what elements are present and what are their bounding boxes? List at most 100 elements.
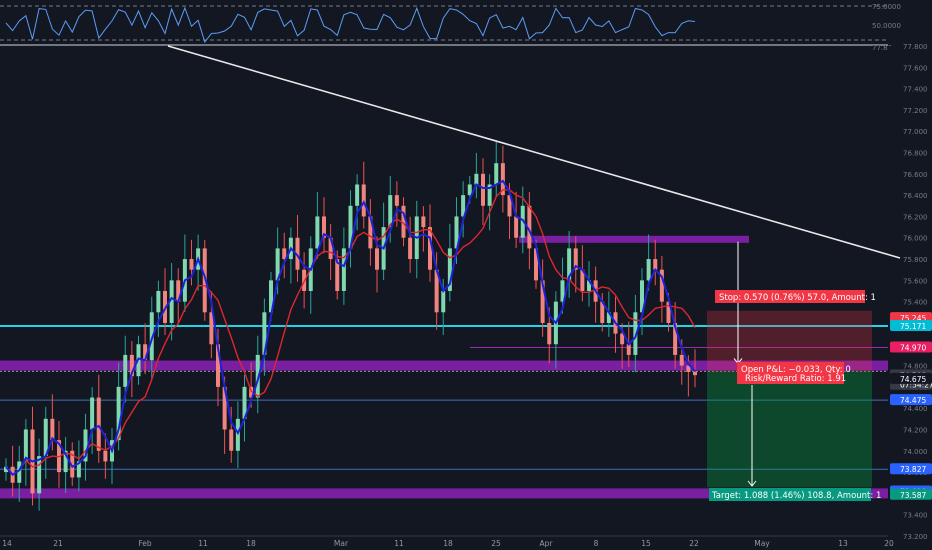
candle-body bbox=[467, 184, 472, 196]
candle-body bbox=[341, 248, 346, 291]
candle-body bbox=[23, 429, 28, 462]
candle-body bbox=[37, 456, 42, 494]
candle-body bbox=[580, 269, 585, 291]
time-tick-label: 14 bbox=[2, 539, 12, 548]
candle-body bbox=[500, 163, 505, 196]
pnl-label-box bbox=[737, 362, 844, 384]
candle-body bbox=[315, 216, 320, 249]
time-tick-label: Apr bbox=[540, 539, 554, 548]
time-tick-label: 8 bbox=[594, 539, 599, 548]
candle-body bbox=[43, 418, 48, 457]
price-label: 73.827 bbox=[900, 465, 926, 474]
candle-body bbox=[606, 312, 611, 323]
price-label-box bbox=[890, 488, 932, 500]
candle-body bbox=[348, 205, 353, 249]
candle-body bbox=[96, 397, 101, 451]
candle-body bbox=[295, 237, 300, 270]
candle-body bbox=[626, 344, 631, 355]
price-label-box bbox=[890, 372, 932, 384]
candle-body bbox=[129, 354, 134, 377]
candle-body bbox=[242, 386, 247, 419]
candle-body bbox=[447, 248, 452, 291]
time-tick-label: May bbox=[754, 539, 770, 548]
bottom-support-zone bbox=[0, 488, 888, 499]
candle-body bbox=[659, 269, 664, 302]
rsi-panel: 75.0000 50.0000 77.80.. bbox=[0, 0, 901, 52]
time-tick-label: Mar bbox=[334, 539, 349, 548]
target-label-box bbox=[709, 488, 871, 501]
time-tick-label: 21 bbox=[53, 539, 63, 548]
candle-body bbox=[17, 461, 22, 483]
candle-body bbox=[666, 301, 671, 323]
time-tick-label: 18 bbox=[443, 539, 453, 548]
candle-body bbox=[282, 248, 287, 260]
time-axis[interactable]: 14 21 Feb 11 18 Mar 11 18 25 Apr 8 15 22 May 13 20 bbox=[0, 535, 894, 548]
price-tick-label: 77.200 bbox=[903, 107, 928, 115]
candle-body bbox=[421, 216, 426, 228]
candle-body bbox=[527, 205, 532, 249]
price-tick-label: 76.200 bbox=[903, 213, 928, 221]
candle-body bbox=[693, 371, 697, 376]
candle-body bbox=[408, 237, 413, 260]
candle-body bbox=[679, 354, 684, 366]
pnl-label: Open P&L: −0.033, Qty: 0 bbox=[741, 365, 851, 375]
candle-body bbox=[90, 397, 95, 430]
candle-body bbox=[143, 344, 148, 361]
candle-body bbox=[275, 248, 280, 281]
price-label: 74.675 bbox=[900, 375, 926, 384]
candle-body bbox=[600, 301, 605, 323]
rsi-line bbox=[5, 6, 696, 44]
rr-label: Risk/Reward Ratio: 1.91 bbox=[745, 374, 846, 384]
time-tick-label: 25 bbox=[491, 539, 501, 548]
price-label: 73.587 bbox=[900, 491, 926, 500]
price-tick-label: 75.800 bbox=[903, 256, 928, 264]
candle-body bbox=[633, 312, 638, 355]
candle-body bbox=[176, 280, 181, 302]
price-labels: 75.24575.17174.97074.70807:54:2774.67574… bbox=[890, 312, 932, 500]
candle-body bbox=[209, 312, 214, 345]
candle-body bbox=[686, 365, 691, 372]
candle-body bbox=[116, 386, 121, 441]
candle-body bbox=[222, 386, 227, 430]
price-label-box bbox=[890, 320, 932, 332]
trade-position[interactable] bbox=[707, 241, 872, 488]
candle-body bbox=[388, 195, 393, 228]
candle-body bbox=[216, 344, 220, 387]
price-tick-label: 77.400 bbox=[903, 86, 928, 94]
candle-body bbox=[50, 418, 55, 441]
arrow-head-2 bbox=[747, 480, 757, 487]
candle-body bbox=[547, 322, 552, 345]
time-tick-label: 22 bbox=[689, 539, 699, 548]
price-axis-bg bbox=[888, 46, 932, 536]
candle-body bbox=[335, 259, 340, 291]
candle-body bbox=[441, 291, 446, 313]
candle-body bbox=[474, 173, 479, 185]
candle-body bbox=[514, 216, 519, 238]
descending-trendline[interactable] bbox=[167, 45, 901, 259]
candle-body bbox=[494, 163, 499, 185]
candle-body bbox=[428, 227, 432, 270]
candle-body bbox=[355, 184, 360, 206]
candle-body bbox=[540, 280, 545, 323]
resistance-zone bbox=[519, 235, 749, 243]
candle-body bbox=[481, 173, 485, 206]
price-tick-label: 74.200 bbox=[903, 426, 928, 434]
candle-body bbox=[156, 291, 161, 313]
target-label: Target: 1.088 (1.46%) 108.8, Amount: 1 bbox=[711, 491, 881, 501]
candle-body bbox=[269, 280, 273, 313]
rsi-level-bottom: 77.80.. bbox=[872, 44, 897, 52]
price-label-box bbox=[890, 394, 932, 406]
price-axis[interactable]: 77.800 77.600 77.400 77.200 77.000 76.800 76.6… bbox=[888, 43, 932, 541]
candle-body bbox=[587, 280, 591, 291]
price-label: 75.171 bbox=[900, 322, 926, 331]
candle-body bbox=[103, 450, 108, 462]
price-tick-label: 76.800 bbox=[903, 150, 928, 158]
price-label: 74.970 bbox=[900, 343, 926, 352]
rsi-level-75: 75.0000 bbox=[872, 3, 901, 11]
candle-body bbox=[262, 312, 267, 355]
trade-labels: Stop: 0.570 (0.76%) 57.0, Amount: 1 Open… bbox=[709, 290, 881, 501]
candle-body bbox=[189, 259, 194, 270]
time-tick-label: 13 bbox=[838, 539, 848, 548]
price-tick-label: 73.400 bbox=[903, 512, 928, 520]
